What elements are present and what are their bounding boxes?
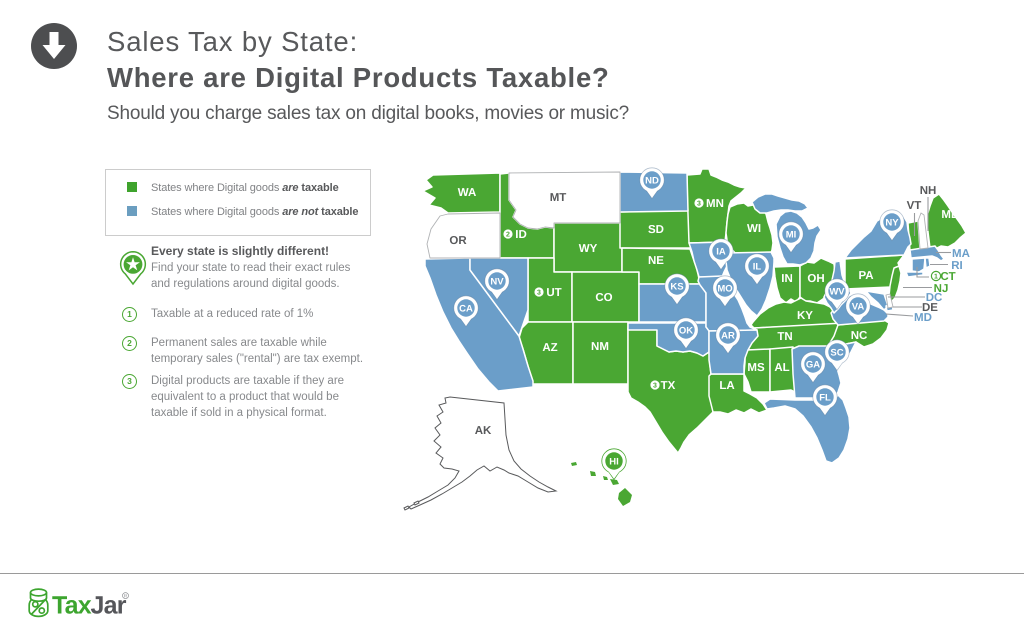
svg-text:GA: GA (806, 359, 820, 370)
svg-text:MT: MT (550, 192, 567, 204)
svg-text:DE: DE (922, 302, 938, 314)
svg-text:OR: OR (449, 235, 467, 247)
svg-text:1: 1 (934, 274, 938, 281)
svg-text:AZ: AZ (542, 342, 557, 354)
svg-text:Tax: Tax (52, 592, 92, 620)
svg-text:2: 2 (506, 232, 510, 239)
svg-text:NJ: NJ (934, 283, 949, 295)
svg-text:NE: NE (648, 255, 664, 267)
svg-text:TN: TN (777, 331, 792, 343)
svg-text:HI: HI (609, 456, 619, 467)
svg-text:WA: WA (458, 187, 477, 199)
svg-text:IL: IL (753, 261, 762, 272)
svg-text:3: 3 (697, 201, 701, 208)
svg-text:3: 3 (653, 383, 657, 390)
svg-text:SC: SC (830, 347, 843, 358)
svg-text:TX: TX (661, 380, 676, 392)
svg-text:MO: MO (717, 283, 732, 294)
svg-text:MD: MD (914, 312, 932, 324)
svg-text:AK: AK (475, 425, 492, 437)
svg-text:KY: KY (797, 310, 813, 322)
svg-text:MN: MN (706, 198, 724, 210)
svg-text:LA: LA (719, 380, 734, 392)
svg-text:NC: NC (851, 330, 868, 342)
svg-text:MS: MS (747, 362, 765, 374)
svg-text:R: R (124, 594, 128, 600)
svg-text:MI: MI (786, 229, 797, 240)
svg-text:IA: IA (716, 246, 726, 257)
svg-text:CA: CA (459, 303, 473, 314)
svg-text:PA: PA (858, 270, 873, 282)
svg-text:AL: AL (774, 362, 789, 374)
svg-text:NY: NY (885, 217, 899, 228)
svg-text:UT: UT (546, 287, 561, 299)
svg-text:Jar: Jar (91, 592, 127, 620)
svg-text:RI: RI (951, 260, 963, 272)
svg-text:NM: NM (591, 341, 609, 353)
svg-text:DC: DC (926, 292, 943, 304)
svg-text:WI: WI (747, 223, 761, 235)
svg-text:OK: OK (679, 325, 693, 336)
svg-text:ME: ME (941, 209, 959, 221)
svg-text:WV: WV (829, 286, 845, 297)
svg-text:AR: AR (721, 330, 735, 341)
svg-text:NH: NH (920, 185, 937, 197)
svg-text:ND: ND (645, 175, 659, 186)
svg-text:WY: WY (579, 243, 598, 255)
svg-text:VT: VT (907, 200, 922, 212)
svg-text:ID: ID (515, 229, 527, 241)
svg-text:SD: SD (648, 224, 664, 236)
svg-text:FL: FL (819, 392, 831, 403)
svg-text:OH: OH (807, 273, 824, 285)
svg-text:3: 3 (537, 290, 541, 297)
svg-text:CT: CT (940, 271, 955, 283)
svg-text:KS: KS (670, 281, 683, 292)
svg-text:NV: NV (490, 276, 504, 287)
svg-text:VA: VA (852, 301, 865, 312)
svg-text:MA: MA (952, 248, 970, 260)
svg-text:IN: IN (781, 273, 793, 285)
svg-text:CO: CO (595, 292, 612, 304)
